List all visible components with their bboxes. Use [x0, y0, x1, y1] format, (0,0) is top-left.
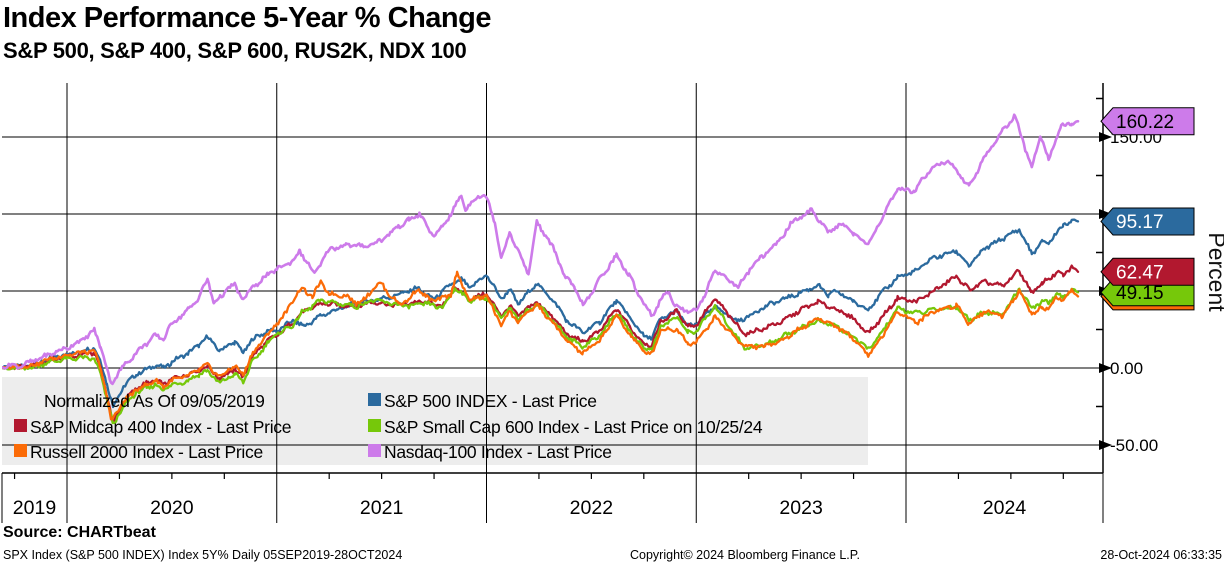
x-tick-label: 2021 [360, 497, 403, 519]
footer-copyright: Copyright© 2024 Bloomberg Finance L.P. [630, 548, 860, 562]
legend-box [2, 377, 868, 465]
price-tag: 160.22 [1100, 107, 1195, 136]
y-axis-title: Percent [1204, 232, 1224, 312]
y-tick-arrow-icon [1099, 209, 1112, 219]
y-tick-label: 0.00 [1110, 359, 1143, 378]
price-tag-value: 160.22 [1116, 112, 1174, 133]
price-tag-value: 62.47 [1116, 262, 1164, 283]
y-tick-arrow-icon [1099, 132, 1112, 142]
price-tag: 95.17 [1100, 207, 1195, 236]
series-line [2, 218, 1080, 409]
footer-security-info: SPX Index (S&P 500 INDEX) Index 5Y% Dail… [3, 548, 403, 562]
page-title: Index Performance 5-Year % Change [3, 2, 491, 34]
x-tick-label: 2019 [13, 497, 56, 519]
footer-timestamp: 28-Oct-2024 06:33:35 [1100, 548, 1222, 562]
y-tick-arrow-icon [1099, 363, 1112, 373]
series-line [2, 270, 1080, 421]
x-tick-label: 2024 [983, 497, 1027, 519]
price-tag: 62.47 [1100, 257, 1195, 286]
x-tick-label: 2022 [570, 497, 613, 519]
price-tag-value: 49.15 [1116, 283, 1164, 304]
x-tick-label: 2023 [779, 497, 822, 519]
x-tick-label: 2020 [150, 497, 194, 519]
series-line [2, 113, 1080, 386]
page-subtitle: S&P 500, S&P 400, S&P 600, RUS2K, NDX 10… [3, 38, 467, 63]
y-tick-label: -50.00 [1110, 436, 1158, 455]
y-tick-arrow-icon [1099, 440, 1112, 450]
series-group [2, 113, 1080, 425]
price-tag-value: 95.17 [1116, 212, 1164, 233]
source-label: Source: CHARTbeat [3, 524, 156, 541]
